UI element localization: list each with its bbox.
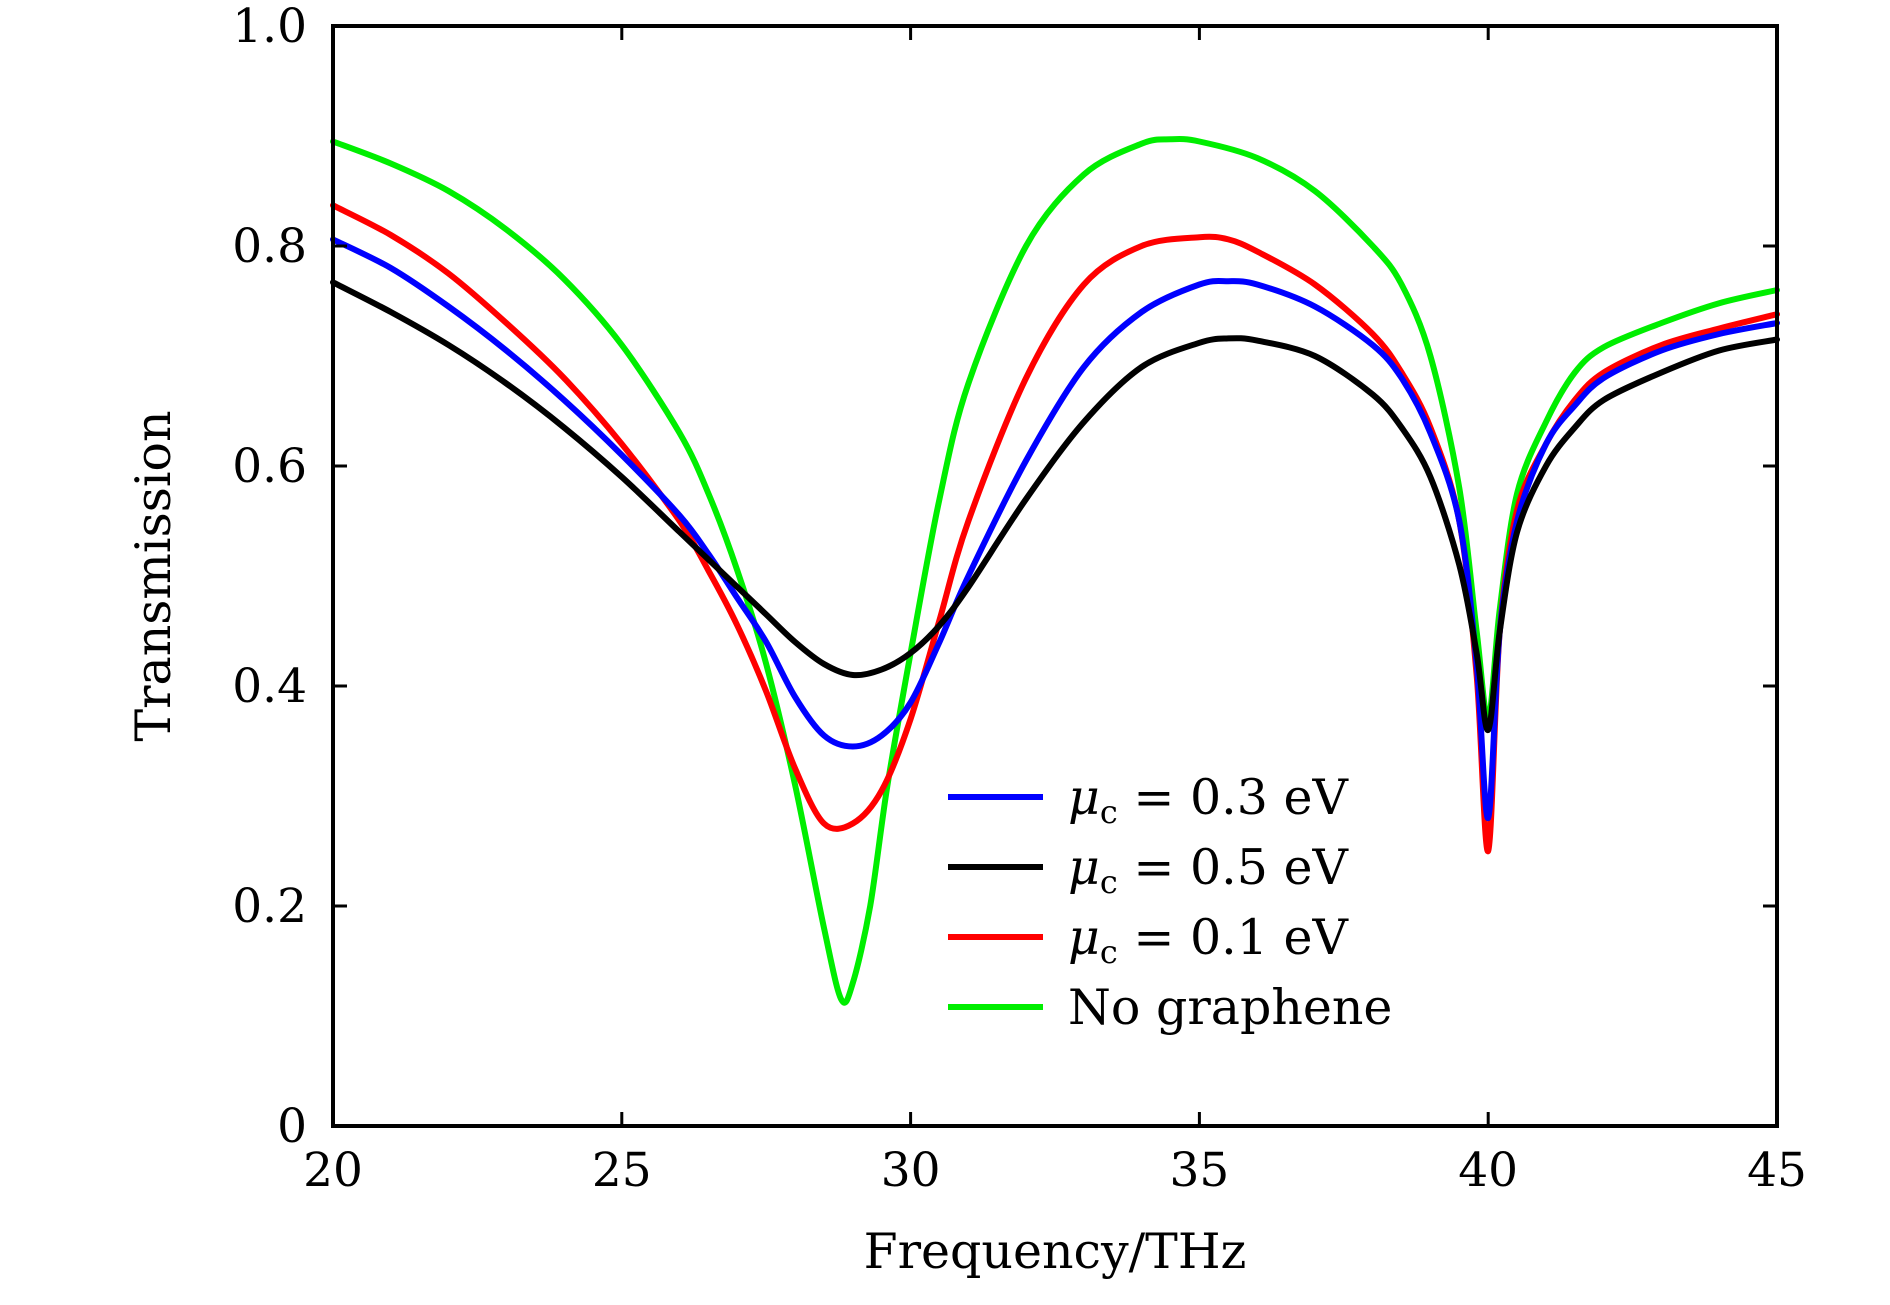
curves-layer: [330, 136, 1780, 1006]
y-tick-label: 0.8: [232, 219, 307, 274]
ticks-layer: 20 25 30 35 40 45 0 0.2 0.4 0.6 0.8 1.0: [232, 0, 1807, 1198]
series-line-4: [330, 136, 1780, 1006]
y-axis-title: Transmission: [125, 410, 182, 741]
series-line-3: [330, 202, 1780, 855]
plot-frame: [331, 24, 1779, 1128]
x-tick-label: 45: [1747, 1143, 1807, 1198]
legend-label: μc = 0.1 eV: [1068, 909, 1349, 971]
x-tick-label: 25: [592, 1143, 652, 1198]
y-tick-label: 0.2: [232, 879, 307, 934]
y-tick-label: 0: [277, 1099, 307, 1154]
x-tick-label: 40: [1458, 1143, 1518, 1198]
x-axis-title: Frequency/THz: [864, 1223, 1247, 1280]
legend: μc = 0.3 eV μc = 0.5 eV μc = 0.1 eV No grap…: [948, 769, 1392, 1036]
y-tick-label: 0.6: [232, 439, 307, 494]
legend-label: No graphene: [1068, 979, 1392, 1036]
y-tick-label: 1.0: [232, 0, 307, 54]
series-line-2: [330, 279, 1780, 734]
x-tick-label: 20: [303, 1143, 363, 1198]
x-tick-label: 35: [1169, 1143, 1229, 1198]
x-tick-label: 30: [881, 1143, 941, 1198]
legend-label: μc = 0.3 eV: [1068, 769, 1349, 831]
y-tick-label: 0.4: [232, 659, 307, 714]
legend-label: μc = 0.5 eV: [1068, 839, 1349, 901]
